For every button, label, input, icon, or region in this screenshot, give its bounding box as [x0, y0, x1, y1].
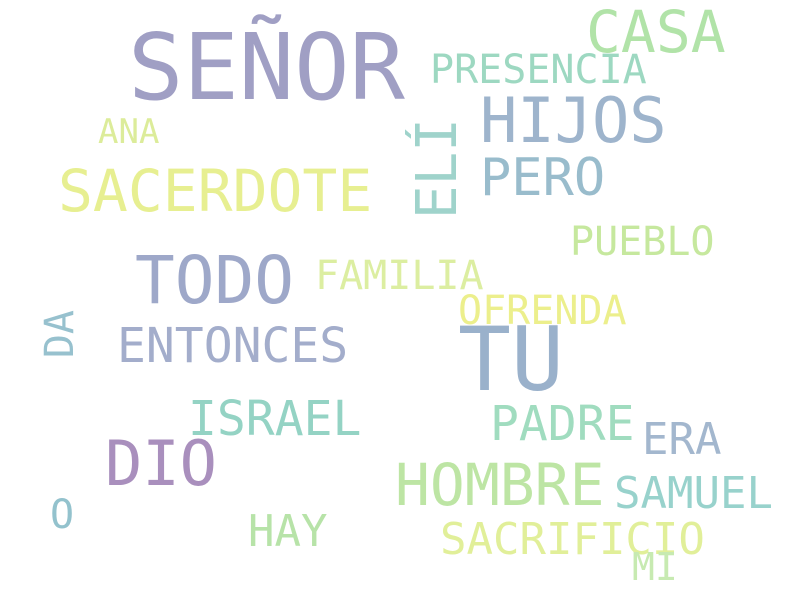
word-hay: HAY: [248, 506, 328, 557]
word-casa: CASA: [586, 0, 726, 66]
word-hijos: HIJOS: [480, 84, 667, 157]
word-familia: FAMILIA: [315, 253, 484, 299]
word-ofrenda: OFRENDA: [458, 288, 627, 334]
word-era: ERA: [642, 414, 722, 465]
word-da: DA: [37, 310, 83, 359]
word-sacrificio: SACRIFICIO: [440, 514, 705, 565]
word-presencia: PRESENCIA: [430, 47, 647, 93]
word-pueblo: PUEBLO: [570, 219, 715, 265]
word-entonces: ENTONCES: [117, 318, 349, 374]
word-mi: MI: [632, 545, 678, 589]
word-todo: TODO: [135, 242, 294, 319]
word-ana: ANA: [98, 112, 160, 152]
word-padre: PADRE: [490, 396, 635, 452]
word-hombre: HOMBRE: [395, 451, 605, 519]
word-dio: DIO: [105, 427, 217, 500]
word-senor: SEÑOR: [128, 14, 405, 121]
word-o: O: [50, 492, 75, 538]
word-sacerdote: SACERDOTE: [58, 157, 373, 225]
word-eli: ELÍ: [405, 118, 470, 220]
word-samuel: SAMUEL: [614, 468, 773, 519]
word-tu: TU: [458, 308, 564, 411]
word-israel: ISRAEL: [188, 391, 362, 447]
word-pero: PERO: [480, 148, 606, 208]
